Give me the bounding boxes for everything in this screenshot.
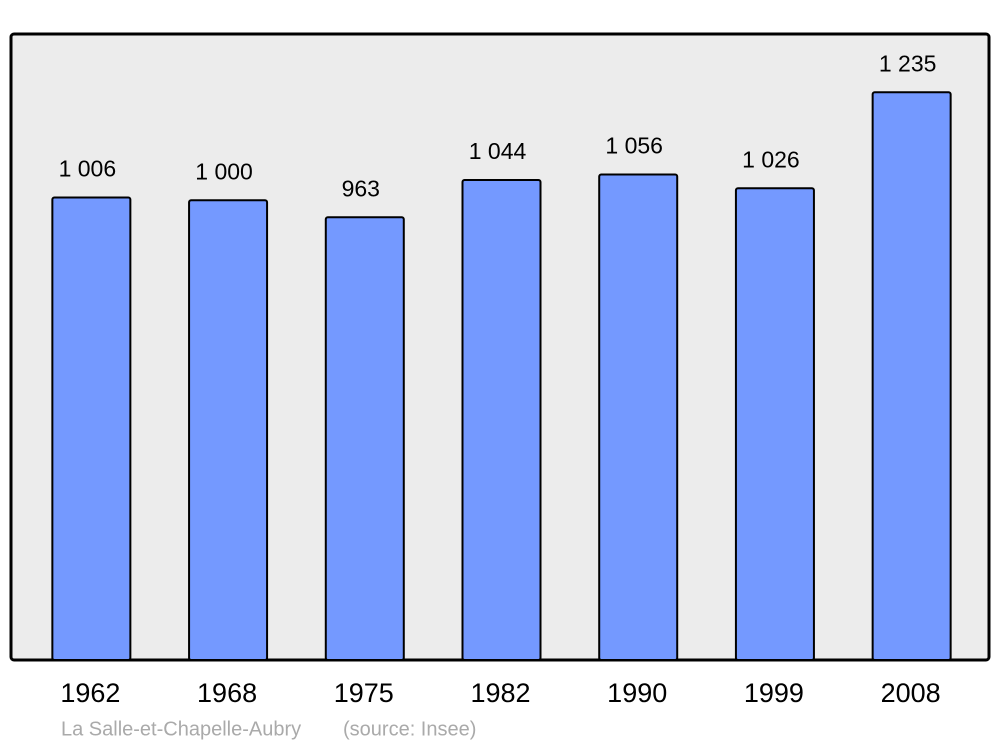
- bar: [461, 179, 542, 662]
- source: (source: Insee): [343, 718, 476, 740]
- value-label: 1 235: [879, 50, 937, 76]
- bar: [734, 187, 815, 661]
- bar: [188, 199, 269, 662]
- caption: La Salle-et-Chapelle-Aubry: [61, 718, 301, 740]
- x-tick-label: 1990: [607, 678, 667, 708]
- value-label: 1 006: [59, 156, 117, 182]
- x-tick-label: 1982: [470, 678, 530, 708]
- x-tick-label: 1962: [60, 678, 120, 708]
- bar: [324, 216, 405, 661]
- value-label: 963: [342, 175, 380, 201]
- x-tick-label: 1975: [334, 678, 394, 708]
- value-label: 1 000: [195, 158, 253, 184]
- value-label: 1 044: [469, 138, 527, 164]
- x-tick-label: 2008: [881, 678, 941, 708]
- x-tick-label: 1968: [197, 678, 257, 708]
- value-label: 1 056: [605, 133, 663, 159]
- value-label: 1 026: [742, 146, 800, 172]
- x-tick-label: 1999: [744, 678, 804, 708]
- bar: [871, 91, 952, 661]
- bar: [598, 173, 679, 661]
- bar: [51, 196, 132, 662]
